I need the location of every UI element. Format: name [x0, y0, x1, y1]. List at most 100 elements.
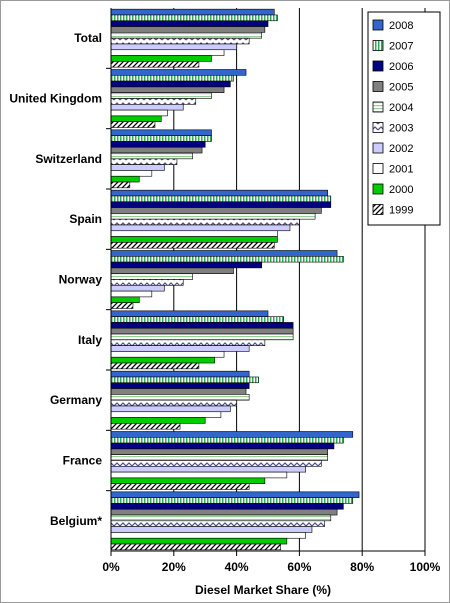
bar-2004 [110, 32, 263, 39]
bar-2001 [110, 49, 225, 56]
category-label: Norway [59, 273, 103, 287]
category-label: Italy [78, 333, 102, 347]
bar-2000 [110, 296, 140, 303]
bar-2004 [110, 92, 212, 99]
bar-2007 [110, 316, 284, 323]
bar-2008 [110, 129, 212, 136]
x-tick-label: 100% [410, 560, 441, 574]
bar-2003 [110, 218, 300, 226]
legend-label-2007: 2007 [389, 41, 413, 53]
bar-2007 [110, 75, 234, 82]
bar-2008 [110, 431, 354, 438]
category-label: France [63, 454, 103, 468]
bar-2005 [110, 508, 338, 516]
bar-2008 [110, 310, 269, 317]
bar-2007 [110, 436, 344, 444]
bar-2003 [110, 460, 322, 467]
bar-2002 [110, 526, 313, 533]
legend-label-2006: 2006 [389, 61, 413, 73]
bar-2001 [110, 170, 153, 177]
bar-2004 [110, 333, 294, 341]
bar-2008 [110, 491, 360, 498]
legend-label-2004: 2004 [389, 102, 413, 114]
bar-2001 [110, 471, 288, 479]
bar-2003 [110, 158, 178, 165]
bar-2006 [110, 80, 231, 88]
bar-2005 [110, 327, 294, 335]
legend-label-2002: 2002 [389, 143, 413, 155]
bar-2005 [110, 146, 203, 154]
bar-2007 [110, 497, 354, 504]
bar-2006 [110, 201, 332, 208]
bar-2004 [110, 213, 316, 220]
bar-2005 [110, 388, 247, 395]
x-axis-title: Diesel Market Share (%) [195, 583, 331, 597]
bar-2008 [110, 189, 328, 197]
bar-1999 [110, 302, 134, 309]
legend-label-2001: 2001 [389, 164, 413, 176]
bar-2004 [110, 152, 193, 160]
bar-2003 [110, 339, 266, 346]
bar-2001 [110, 351, 225, 358]
bar-2006 [110, 322, 294, 329]
category-label: Switzerland [35, 152, 102, 166]
bar-2004 [110, 394, 250, 401]
x-tick-label: 80% [350, 560, 374, 574]
bar-2007 [110, 376, 259, 384]
bar-2000 [110, 356, 215, 364]
bar-1999 [110, 362, 200, 370]
bar-2008 [110, 370, 250, 378]
bar-2006 [110, 382, 250, 389]
category-label: United Kingdom [9, 92, 102, 106]
bar-2000 [110, 477, 266, 484]
legend-label-1999: 1999 [389, 205, 413, 217]
bar-2003 [110, 520, 325, 527]
bar-2000 [110, 537, 288, 545]
legend-swatch-1999 [372, 204, 384, 215]
bar-1999 [110, 181, 131, 189]
bar-2000 [110, 115, 162, 123]
bar-2008 [110, 8, 275, 16]
bar-2000 [110, 236, 278, 243]
bar-2002 [110, 345, 250, 352]
bar-1999 [110, 61, 200, 68]
legend-swatch-2004 [372, 101, 384, 113]
legend-swatch-2006 [372, 60, 384, 72]
bar-2001 [110, 230, 278, 237]
bar-2007 [110, 14, 278, 22]
bar-2008 [110, 69, 247, 76]
bar-2008 [110, 250, 338, 257]
bar-2006 [110, 20, 269, 27]
legend-swatch-2008 [372, 19, 384, 31]
bar-2007 [110, 195, 332, 203]
legend-label-2005: 2005 [389, 82, 413, 94]
legend-swatch-2003 [372, 122, 384, 133]
bar-2006 [110, 141, 206, 148]
bar-2002 [110, 164, 165, 171]
bar-2000 [110, 175, 140, 183]
bar-2006 [110, 442, 335, 450]
category-label: Total [74, 31, 102, 45]
bar-2003 [110, 37, 250, 45]
bar-2002 [110, 405, 231, 413]
bar-2003 [110, 279, 184, 286]
x-tick-label: 60% [287, 560, 311, 574]
bar-2002 [110, 104, 184, 111]
legend-label-2008: 2008 [389, 20, 413, 32]
legend-swatch-2005 [372, 81, 384, 92]
bar-2005 [110, 26, 266, 33]
legend-swatch-2002 [372, 142, 384, 154]
bar-2001 [110, 290, 153, 298]
legend-swatch-2001 [372, 163, 384, 174]
bar-2002 [110, 465, 306, 473]
category-label: Belgium* [50, 514, 102, 528]
bar-2007 [110, 255, 344, 263]
legend-swatch-2000 [372, 183, 384, 195]
bar-2001 [110, 532, 306, 539]
bar-1999 [110, 423, 181, 430]
bar-2000 [110, 55, 212, 62]
bar-2005 [110, 267, 234, 274]
bar-2002 [110, 284, 165, 292]
x-tick-label: 0% [102, 560, 120, 574]
